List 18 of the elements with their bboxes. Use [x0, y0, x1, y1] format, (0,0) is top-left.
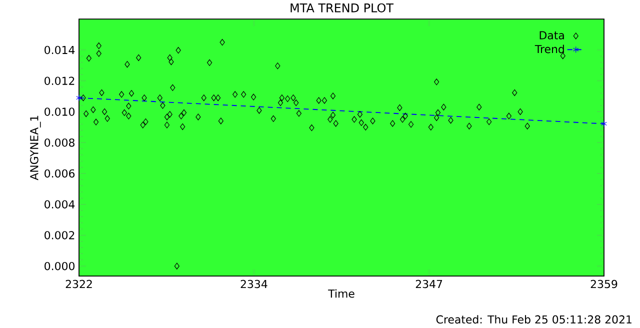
chart-title: MTA TREND PLOT [290, 3, 394, 12]
x-tick-label: 2334 [240, 280, 268, 288]
y-tick-label: 0.002 [44, 231, 74, 240]
y-tick-label: 0.010 [44, 108, 74, 116]
legend-label: Trend [534, 44, 564, 54]
x-tick-label: 2322 [66, 280, 92, 288]
x-axis-title: Time [328, 289, 354, 298]
y-tick-label: 0.006 [44, 169, 75, 178]
text: Created: Thu Feb 25 05:11:28 2021 [436, 315, 632, 324]
y-axis-title: ANGYNEA_1 [30, 116, 41, 180]
y-tick-label: 0.012 [44, 76, 74, 85]
y-tick-label: 0.008 [44, 138, 74, 147]
x-tick-label: 2347 [416, 280, 442, 288]
y-tick-label: 0.014 [44, 46, 75, 54]
y-tick-label: 0.000 [44, 262, 74, 270]
x-tick-label: 2359 [590, 280, 618, 288]
legend-label: Data [540, 31, 564, 40]
y-tick-label: 0.004 [44, 200, 75, 208]
